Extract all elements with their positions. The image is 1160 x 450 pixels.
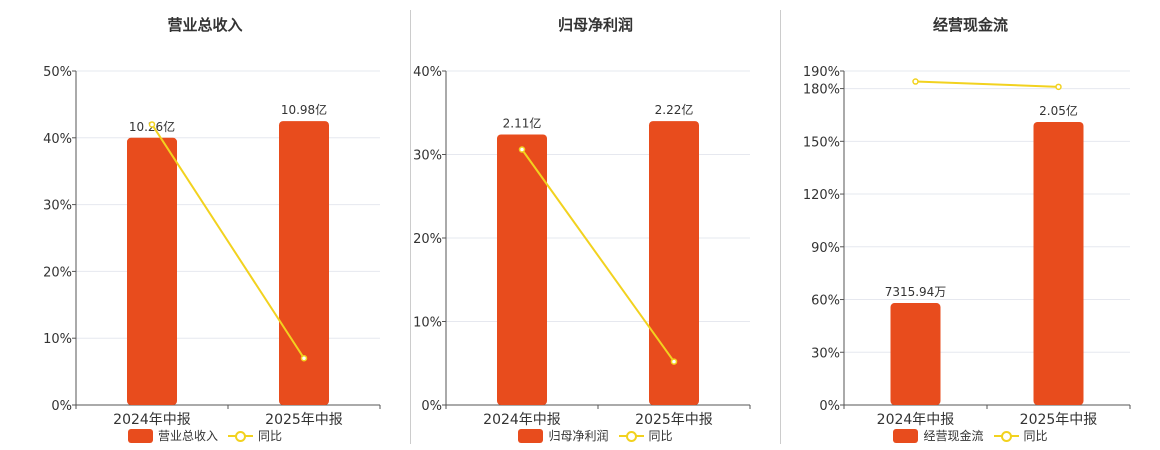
- bar-data-label: 7315.94万: [885, 285, 947, 299]
- y-tick-label: 180%: [803, 83, 840, 98]
- y-tick-label: 60%: [811, 294, 840, 309]
- legend-line-swatch: [993, 429, 1019, 443]
- bar: [1033, 121, 1084, 406]
- y-tick-label: 50%: [43, 65, 72, 80]
- legend-label: 同比: [258, 429, 283, 443]
- legend-bar-swatch: [127, 428, 153, 443]
- net-profit-chart-svg: 0% 10% 20% 30% 40% 2.11亿 2024年中报 2.22亿 2025年中报: [413, 65, 751, 428]
- y-tick-label: 150%: [803, 135, 840, 150]
- panel-divider: [780, 10, 781, 444]
- y-tick-label: 30%: [43, 199, 72, 214]
- y-tick-label: 40%: [43, 132, 72, 147]
- x-tick-label: 2024年中报: [877, 412, 955, 428]
- legend-label: 同比: [648, 429, 673, 443]
- x-tick-label: 2024年中报: [483, 412, 561, 428]
- net-profit-chart-panel: 归母净利润 0% 10% 20% 30% 40% 2.11亿 2024年中报 2.22亿 202…: [411, 0, 780, 450]
- cash-flow-chart-panel: 经营现金流 0% 30% 60% 90% 120% 150% 180% 190% 7315.94…: [781, 0, 1160, 450]
- legend-item-line[interactable]: 同比: [993, 427, 1048, 444]
- yoy-point: [300, 354, 308, 362]
- yoy-point: [518, 146, 526, 153]
- bar-data-label: 2.11亿: [503, 115, 542, 130]
- legend-item-bar[interactable]: 经营现金流: [893, 427, 984, 444]
- bar-data-label: 10.98亿: [281, 102, 327, 117]
- bar: [497, 134, 547, 405]
- y-tick-label: 120%: [803, 188, 840, 203]
- bar: [127, 137, 177, 406]
- bar: [890, 303, 941, 405]
- y-tick-label: 40%: [413, 65, 442, 80]
- yoy-point: [1055, 83, 1062, 91]
- y-tick-label: 0%: [819, 399, 840, 414]
- chart-legend[interactable]: 营业总收入 同比: [0, 427, 410, 444]
- legend-label: 同比: [1023, 429, 1048, 443]
- legend-line-swatch: [618, 429, 644, 443]
- y-tick-label: 30%: [413, 149, 442, 164]
- legend-bar-swatch: [518, 428, 544, 443]
- y-tick-label: 20%: [43, 265, 72, 280]
- yoy-point: [148, 121, 156, 128]
- legend-label: 营业总收入: [157, 429, 218, 443]
- yoy-line: [151, 123, 305, 359]
- yoy-line: [521, 148, 675, 363]
- bar-data-label: 2.22亿: [655, 102, 694, 117]
- x-tick-label: 2025年中报: [1020, 412, 1098, 428]
- x-tick-label: 2025年中报: [635, 412, 713, 428]
- y-tick-label: 0%: [51, 399, 72, 414]
- bar: [279, 121, 329, 405]
- chart-title: 营业总收入: [167, 16, 243, 34]
- yoy-point: [912, 78, 919, 85]
- legend-bar-swatch: [893, 428, 919, 443]
- chart-legend[interactable]: 归母净利润 同比: [411, 427, 780, 444]
- chart-legend[interactable]: 经营现金流 同比: [781, 427, 1160, 444]
- legend-label: 归母净利润: [548, 429, 609, 443]
- legend-label: 经营现金流: [923, 429, 984, 443]
- legend-item-bar[interactable]: 营业总收入: [127, 427, 218, 444]
- y-tick-label: 190%: [803, 65, 840, 80]
- revenue-chart-panel: 营业总收入 0%10%20%30%40%50%10.26亿2024年中报10.9…: [0, 0, 410, 450]
- yoy-point: [670, 358, 678, 365]
- bar-data-label: 2.05亿: [1039, 103, 1078, 118]
- legend-item-line[interactable]: 同比: [228, 427, 282, 444]
- chart-title: 经营现金流: [932, 16, 1008, 34]
- cash-flow-chart-svg: 0% 30% 60% 90% 120% 150% 180% 190% 7315.94万 2024年…: [803, 65, 1131, 428]
- bar: [649, 121, 699, 405]
- legend-item-bar[interactable]: 归母净利润: [518, 427, 609, 444]
- y-tick-label: 30%: [811, 346, 840, 361]
- x-tick-label: 2025年中报: [265, 412, 343, 428]
- y-tick-label: 90%: [811, 241, 840, 256]
- y-tick-label: 20%: [413, 232, 442, 247]
- yoy-line: [915, 80, 1059, 88]
- panel-divider: [410, 10, 411, 444]
- y-tick-label: 10%: [43, 332, 72, 347]
- x-tick-label: 2024年中报: [113, 412, 191, 428]
- legend-line-swatch: [228, 429, 253, 443]
- revenue-chart-svg: 0%10%20%30%40%50%10.26亿2024年中报10.98亿2025…: [43, 65, 381, 428]
- y-tick-label: 0%: [421, 399, 442, 414]
- y-tick-label: 10%: [413, 316, 442, 331]
- legend-item-line[interactable]: 同比: [618, 427, 673, 444]
- chart-title: 归母净利润: [557, 16, 633, 34]
